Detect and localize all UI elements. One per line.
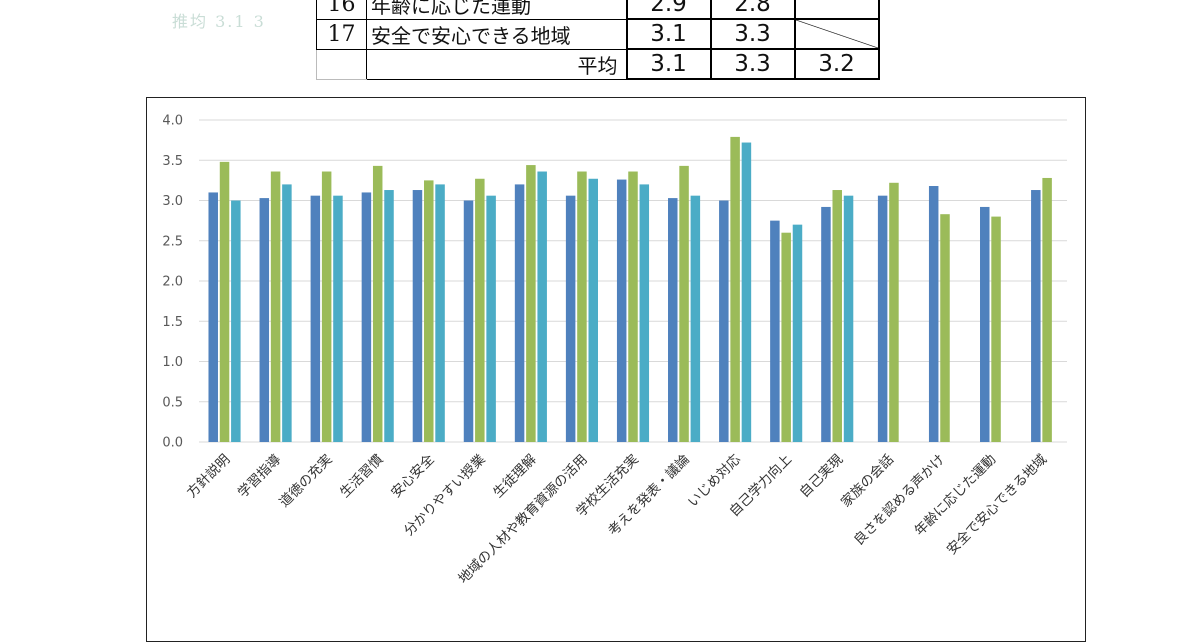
table-row: 16 年齢に応じた運動 2.9 2.8 — [316, 0, 880, 20]
table-row: 17 安全で安心できる地域 3.1 3.3 — [316, 18, 880, 50]
bar-series2 — [270, 171, 281, 442]
bar-series1 — [719, 200, 729, 442]
y-tick-label: 3.0 — [162, 194, 183, 209]
row-item: 年齢に応じた運動 — [366, 0, 627, 20]
x-category-label: 学習指導 — [235, 452, 284, 501]
bar-series1 — [668, 198, 678, 442]
bar-series1 — [208, 192, 218, 442]
bar-series1 — [361, 192, 372, 442]
bar-series1 — [928, 186, 939, 442]
bar-series2 — [628, 171, 638, 442]
bar-series3 — [231, 200, 241, 442]
bar-series2 — [940, 214, 950, 442]
row-value-3-slashed — [793, 18, 880, 50]
x-category-label: 方針説明 — [184, 452, 233, 501]
avg-blank-cell — [316, 48, 367, 80]
bar-series3 — [435, 184, 445, 442]
bar-series3 — [690, 195, 701, 442]
y-axis-ticks: 0.0 0.5 1.0 1.5 2.0 2.5 3.0 3.5 4.0 — [162, 114, 183, 451]
score-table: 16 年齢に応じた運動 2.9 2.8 17 安全で安心できる地域 3.1 3.… — [316, 0, 880, 80]
x-category-label: 安心安全 — [387, 450, 438, 501]
bar-series1 — [310, 195, 321, 442]
row-item: 安全で安心できる地域 — [366, 18, 627, 50]
bar-series1 — [821, 206, 831, 442]
row-value-2: 3.3 — [709, 18, 796, 50]
x-category-label: 生徒理解 — [490, 452, 539, 501]
bar-series1 — [412, 190, 423, 442]
x-category-label: 安全で安心できる地域 — [943, 451, 1050, 558]
bar-series3 — [741, 142, 752, 442]
bar-series2 — [219, 161, 230, 443]
bar-series1 — [259, 198, 270, 442]
row-value-1: 3.1 — [625, 18, 712, 50]
x-category-label: 生活習慣 — [337, 452, 386, 501]
bar-series3 — [792, 224, 803, 442]
bar-series2 — [832, 190, 842, 442]
bar-series3 — [588, 178, 598, 442]
bar-series3 — [333, 195, 343, 442]
chart-bars — [208, 136, 1052, 443]
x-category-label: 自己実現 — [797, 451, 847, 501]
bar-series2 — [781, 232, 791, 442]
row-number: 17 — [316, 18, 367, 50]
row-value-3 — [793, 0, 880, 20]
bar-series1 — [770, 220, 780, 443]
bar-series1 — [877, 195, 888, 442]
bar-series2 — [577, 171, 587, 442]
faded-background-text: 推均 3.1 3 — [172, 12, 266, 31]
y-tick-label: 2.0 — [162, 275, 183, 290]
y-tick-label: 4.0 — [162, 114, 183, 129]
bar-series2 — [526, 165, 536, 442]
x-category-label: 道徳の充実 — [276, 452, 335, 511]
bar-series2 — [475, 178, 485, 442]
bar-series2 — [889, 182, 899, 442]
avg-value-3: 3.2 — [793, 48, 880, 80]
bar-series1 — [565, 195, 576, 442]
bar-series3 — [486, 195, 496, 442]
bar-series3 — [843, 195, 854, 442]
bar-series3 — [537, 171, 547, 442]
bar-series3 — [384, 190, 394, 442]
row-value-1: 2.9 — [625, 0, 712, 20]
bar-series1 — [980, 206, 990, 442]
y-tick-label: 2.5 — [162, 234, 183, 249]
avg-value-1: 3.1 — [625, 48, 712, 80]
x-category-label: 良さを認める声かけ — [851, 452, 948, 549]
bar-series2 — [372, 165, 383, 442]
bar-series2 — [1042, 177, 1052, 442]
y-tick-label: 0.0 — [162, 436, 183, 451]
row-value-2: 2.8 — [709, 0, 796, 20]
bar-series2 — [679, 165, 689, 442]
bar-series3 — [639, 184, 650, 442]
bar-series3 — [282, 184, 292, 442]
y-tick-label: 0.5 — [162, 395, 183, 410]
bar-series2 — [321, 171, 332, 442]
bar-series1 — [616, 179, 627, 442]
avg-label: 平均 — [366, 48, 627, 80]
bar-chart: 0.0 0.5 1.0 1.5 2.0 2.5 3.0 3.5 4.0 方針説明 学習指導 道徳の充… — [146, 97, 1086, 642]
bar-series2 — [424, 180, 434, 443]
bar-series1 — [463, 200, 474, 442]
y-tick-label: 1.5 — [162, 315, 183, 330]
bar-series1 — [514, 184, 525, 442]
bar-series1 — [1031, 190, 1041, 442]
table-average-row: 平均 3.1 3.3 3.2 — [316, 48, 880, 80]
y-tick-label: 3.5 — [162, 154, 183, 169]
bar-series2 — [730, 136, 740, 442]
y-tick-label: 1.0 — [162, 355, 183, 370]
bar-series2 — [991, 216, 1001, 442]
avg-value-2: 3.3 — [709, 48, 796, 80]
bar-chart-canvas: 0.0 0.5 1.0 1.5 2.0 2.5 3.0 3.5 4.0 方針説明 学習指導道徳の充… — [162, 114, 1067, 587]
row-number: 16 — [316, 0, 367, 20]
